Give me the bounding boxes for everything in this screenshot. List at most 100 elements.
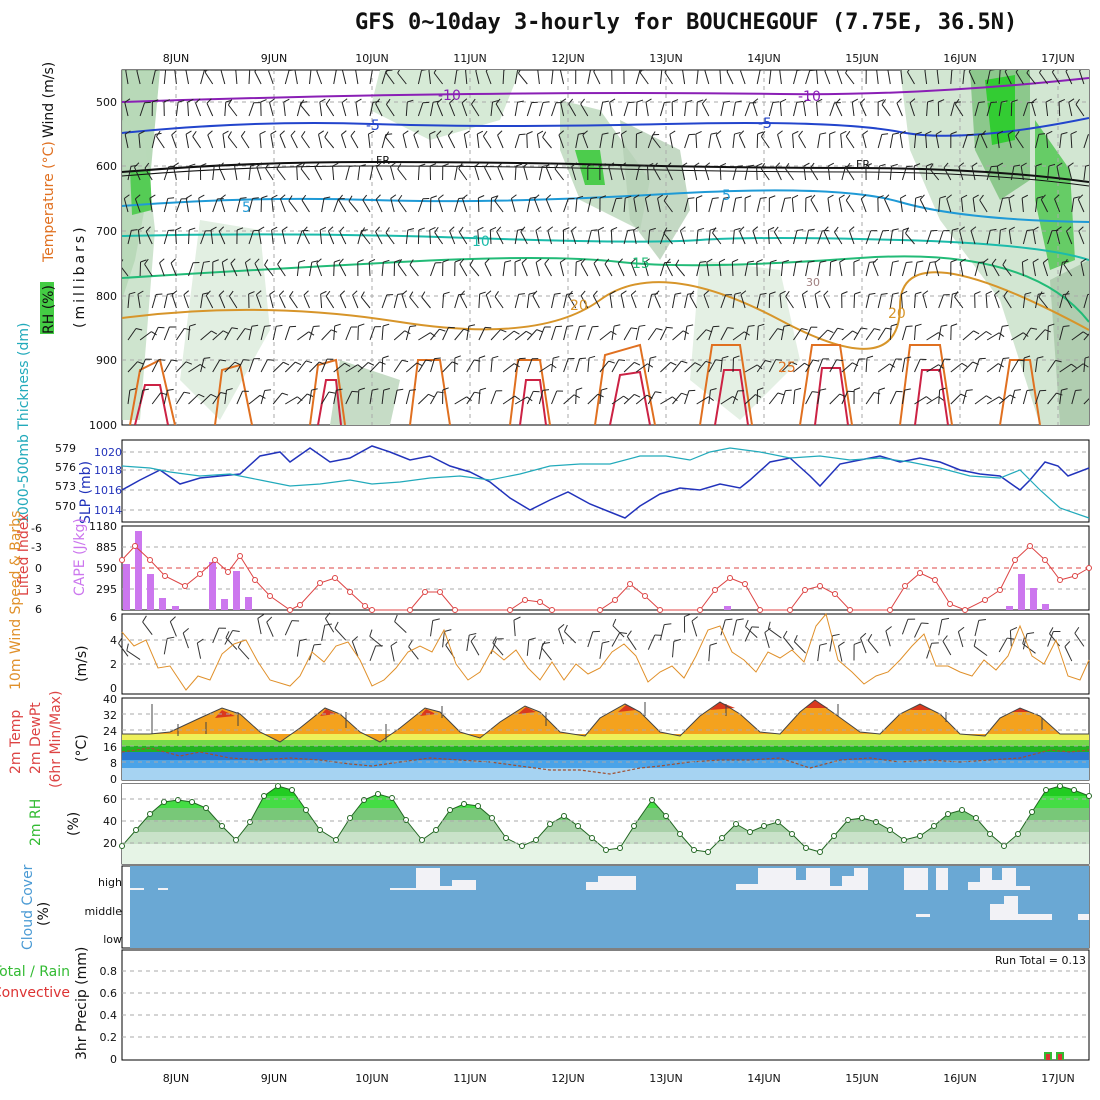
wind-barb-flag xyxy=(545,162,552,168)
data-marker xyxy=(917,833,923,839)
chart-title: GFS 0~10day 3-hourly for BOUCHEGOUF (7.7… xyxy=(355,10,1018,35)
wind-barb xyxy=(535,262,540,277)
wind-barb xyxy=(339,294,347,309)
wind-barb xyxy=(859,103,867,117)
data-marker xyxy=(347,815,353,821)
wind-barb xyxy=(200,358,205,373)
wind-barb xyxy=(490,390,497,405)
wind-barb-flag xyxy=(579,357,587,360)
date-label-top-12JUN: 12JUN xyxy=(551,52,585,65)
wind-barb-flag xyxy=(231,327,238,330)
slp-tick-1016: 1016 xyxy=(94,484,122,497)
wind-barb xyxy=(760,136,770,149)
wind-barb xyxy=(805,359,814,373)
wind-barb xyxy=(909,102,915,117)
wind-barb-flag xyxy=(1079,70,1082,72)
wind-barb-flag xyxy=(816,98,823,103)
wind-barb xyxy=(599,390,602,405)
wind-barb xyxy=(560,102,565,117)
wind-barb-flag xyxy=(1038,133,1046,135)
wind-barb-flag xyxy=(229,290,234,297)
date-label-bottom-15JUN: 15JUN xyxy=(845,1072,879,1085)
wind-barb-flag xyxy=(733,355,740,359)
wind-barb-flag xyxy=(479,291,486,295)
wind-barb xyxy=(417,102,424,117)
wind-barb-flag xyxy=(151,331,157,336)
wind-barb-flag xyxy=(234,162,241,167)
wind-barb-flag xyxy=(796,70,804,71)
wind-barb xyxy=(838,198,843,213)
wind-barb xyxy=(428,70,431,85)
wind-barb-flag xyxy=(877,99,885,103)
wind-barb xyxy=(224,361,236,373)
wind-barb-flag xyxy=(479,387,487,391)
wind-barb-flag xyxy=(477,226,484,231)
ylabel-temperature: Temperature (°C) xyxy=(41,141,57,263)
data-marker xyxy=(225,569,231,575)
thick-tick-576: 576 xyxy=(55,461,76,474)
wind-barb xyxy=(575,261,577,277)
wind-barb-flag xyxy=(334,259,341,263)
wind-barb-flag xyxy=(1040,194,1046,200)
wind-barb-flag xyxy=(723,100,731,103)
wind-barb-flag xyxy=(793,634,798,642)
wind-barb xyxy=(124,134,129,149)
data-marker xyxy=(817,849,823,855)
wind-barb-flag xyxy=(167,292,174,295)
wind-barb xyxy=(720,358,723,373)
wind-barb xyxy=(272,361,284,373)
wind-barb-flag xyxy=(449,98,455,104)
wind-barb xyxy=(138,134,141,149)
data-marker xyxy=(973,815,979,821)
data-marker xyxy=(859,815,865,821)
wind-barb-flag xyxy=(419,163,426,167)
wind-barb-flag xyxy=(144,258,149,265)
wind-barb xyxy=(430,262,436,277)
wind-barb-flag xyxy=(608,360,615,364)
wind-barb-flag xyxy=(328,391,336,394)
wind-barb xyxy=(982,262,988,277)
wind-barb-flag xyxy=(824,70,827,72)
wind-barb-flag xyxy=(1010,626,1018,631)
wind-barb xyxy=(174,229,177,245)
wind-barb-flag xyxy=(734,292,742,295)
wind-barb xyxy=(352,294,359,309)
wind-barb xyxy=(568,103,577,117)
wind-barb xyxy=(417,198,424,213)
wind-barb-flag xyxy=(630,258,637,264)
wind-barb xyxy=(718,262,722,277)
wind-barb-flag xyxy=(837,70,840,72)
data-marker xyxy=(887,607,893,613)
wind-barb-flag xyxy=(783,630,788,638)
wind-barb xyxy=(163,359,172,373)
wind-barb xyxy=(767,229,770,245)
slp-tick-1018: 1018 xyxy=(94,464,122,477)
wind-barb xyxy=(901,262,907,277)
wind-barb xyxy=(756,198,761,213)
cape-tick-1180: 1180 xyxy=(89,520,117,533)
wind-barb-flag xyxy=(892,260,899,263)
wind-barb xyxy=(172,166,177,181)
wind-barb-flag xyxy=(845,194,851,201)
wind-barb-flag xyxy=(1064,641,1071,647)
wind-barb xyxy=(571,166,577,181)
wind-barb xyxy=(518,72,528,85)
data-marker xyxy=(119,557,125,563)
wind-barb-flag xyxy=(252,197,259,199)
wind-barb xyxy=(430,391,438,405)
wind-barb-flag xyxy=(515,163,523,167)
date-label-bottom-17JUN: 17JUN xyxy=(1041,1072,1075,1085)
wind-barb-flag xyxy=(872,258,879,264)
wind-barb xyxy=(781,361,792,373)
data-marker xyxy=(677,831,683,837)
wind-barb-flag xyxy=(433,70,437,74)
wind-barb xyxy=(369,70,373,85)
wind-barb xyxy=(684,102,687,117)
wind-barb-flag xyxy=(869,292,876,295)
wind-barb xyxy=(563,198,569,213)
wind-barb-flag xyxy=(922,290,929,295)
wind-barb-flag xyxy=(639,70,643,73)
wind-barb-flag xyxy=(372,100,380,103)
wind-barb xyxy=(151,70,156,85)
wind-barb-flag xyxy=(795,260,803,263)
